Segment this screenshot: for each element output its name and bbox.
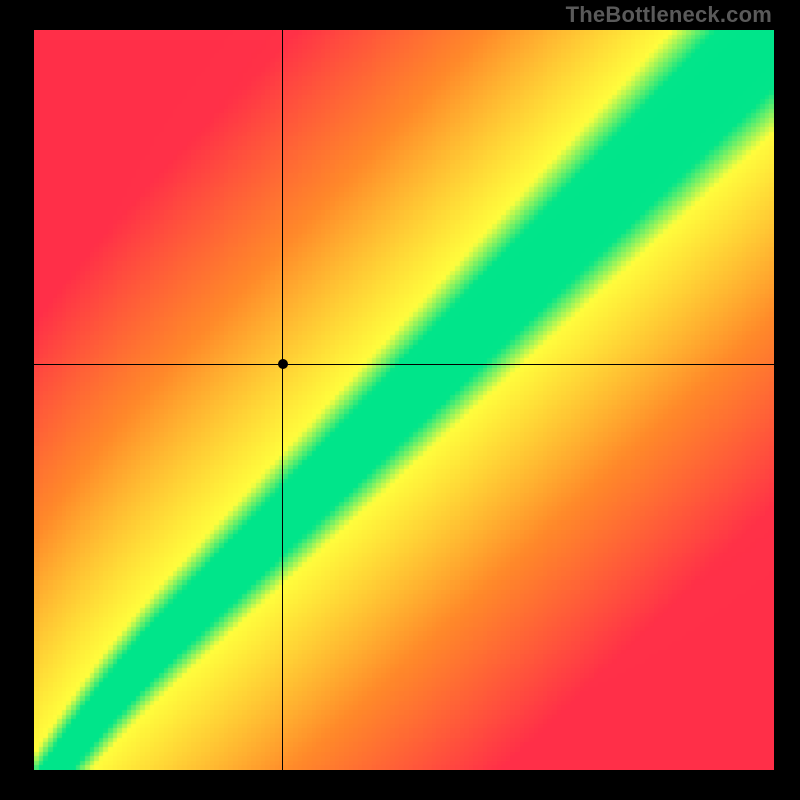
plot-area <box>34 30 774 770</box>
crosshair-vertical <box>282 30 283 770</box>
crosshair-horizontal <box>34 364 774 365</box>
heatmap-canvas <box>34 30 774 770</box>
crosshair-marker <box>278 359 288 369</box>
watermark-text: TheBottleneck.com <box>566 2 772 28</box>
